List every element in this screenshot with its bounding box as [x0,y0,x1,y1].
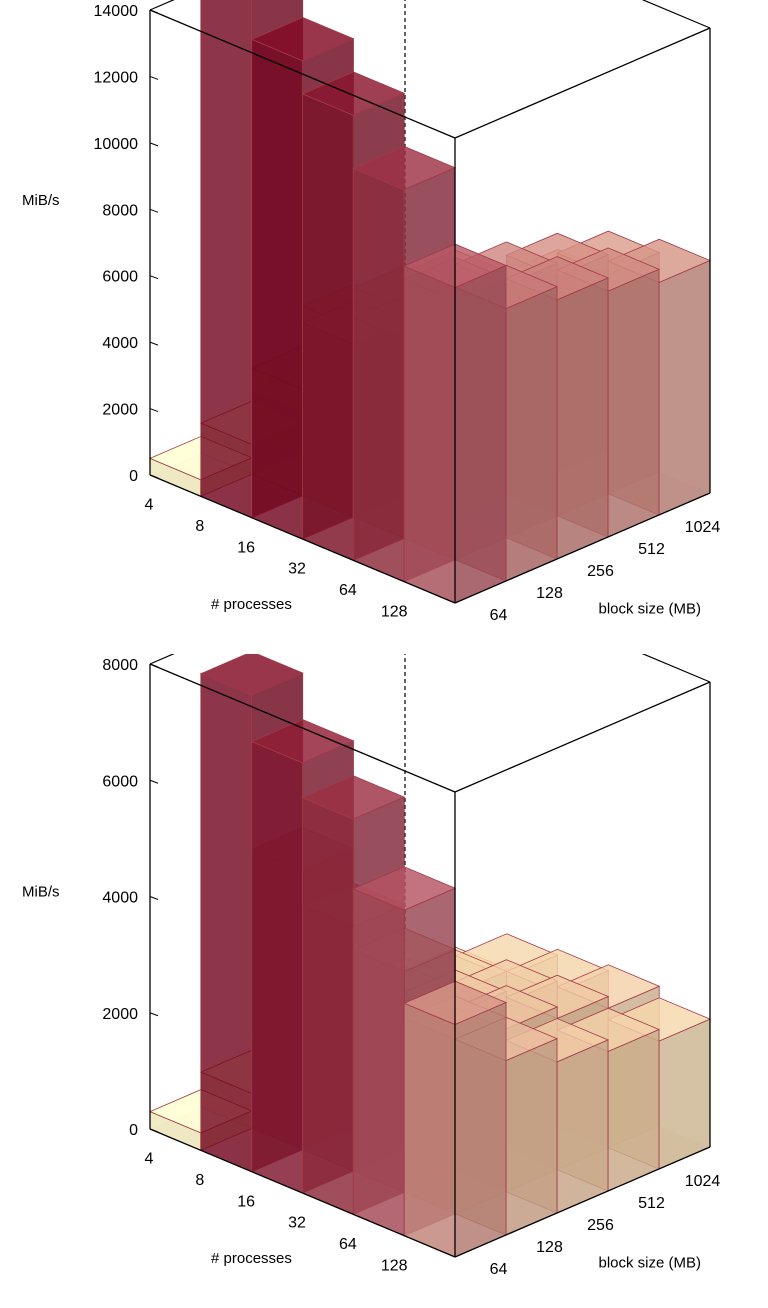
bar-face-right [454,1001,507,1258]
z-axis-label: MiB/s [22,884,60,901]
y-tick-label: 256 [587,563,614,580]
y-tick-label: 128 [536,1239,563,1256]
bar-face-left [403,265,456,604]
chart-top: 0 2000 4000 6000 8000 10000 12000 14000 MiB/s 128… [22,0,720,624]
bar-face-left [302,797,354,1215]
axis-box-edge [149,1128,456,1258]
chart-bottom: 0 2000 4000 6000 8000 MiB/s 128 64 32 16 8 4 # proce… [22,654,720,1278]
z-tick-label: 0 [129,1122,138,1139]
bar-face-left [352,888,405,1237]
bar-face-right [658,259,711,516]
plot-area: 0 2000 4000 6000 8000 10000 12000 14000 MiB/s 128… [22,0,720,624]
y-tick-label: 64 [490,1261,508,1278]
axis-box-back-edge [641,654,711,683]
x-tick-label: 64 [339,582,357,599]
bar-face-right [454,264,507,604]
x-tick-label: 64 [339,1236,357,1253]
z-tick-mark [149,9,159,14]
bar [403,243,508,604]
z-tick-mark [149,474,159,479]
z-tick-mark [149,779,159,784]
z-tick-mark [149,208,159,213]
y-axis-label: block size (MB) [598,601,701,618]
bar-face-left [200,673,253,1173]
bar-face-right [505,285,558,582]
bar-face-right [658,1018,711,1170]
x-tick-label: 32 [288,561,306,578]
z-tick-label: 12000 [94,69,139,86]
z-tick-mark [149,663,159,668]
y-tick-label: 64 [490,607,508,624]
bar-face-right [505,1037,558,1236]
z-tick-label: 2000 [102,402,138,419]
z-tick-mark [149,142,159,147]
x-axis-label: # processes [211,596,292,613]
bar [403,980,508,1258]
z-axis-label: MiB/s [22,192,60,209]
z-tick-label: 10000 [94,136,139,153]
axis-box-edge [149,663,456,793]
bar-face-right [556,1039,609,1214]
axis-box-edge [454,681,711,793]
z-tick-mark [149,408,159,413]
z-tick-mark [149,75,159,80]
x-tick-label: 16 [237,539,255,556]
bar-face-top [301,775,406,820]
x-tick-label: 16 [237,1193,255,1210]
x-tick-label: 4 [145,497,154,514]
y-tick-label: 1024 [685,519,721,536]
bar-face-top [301,71,406,116]
x-tick-label: 128 [381,1257,408,1274]
y-tick-label: 512 [638,1195,665,1212]
z-tick-label: 0 [129,468,138,485]
bar-face-left [200,0,253,519]
axis-box-edge [454,492,711,604]
bar-face-right [556,277,609,560]
z-tick-mark [149,341,159,346]
axis-box-edge [149,9,456,139]
x-tick-label: 8 [195,518,204,535]
bar-face-top [352,145,457,191]
z-tick-mark [149,1012,159,1017]
bar-face-top [199,654,304,696]
bar-face-top [250,719,355,764]
z-tick-mark [149,275,159,280]
x-tick-label: 8 [195,1172,204,1189]
axis-box-edge [454,1146,711,1258]
y-tick-label: 512 [638,541,665,558]
y-tick-label: 1024 [685,1173,721,1190]
z-tick-label: 14000 [94,3,139,20]
bar-face-left [352,167,405,583]
plot-area: 0 2000 4000 6000 8000 MiB/s 128 64 32 16 8 4 # proce… [22,654,720,1278]
x-tick-label: 32 [288,1215,306,1232]
bar-face-left [403,1002,456,1258]
y-tick-label: 256 [587,1217,614,1234]
bar-face-top [352,866,457,911]
z-tick-label: 2000 [102,1006,138,1023]
z-tick-label: 8000 [102,202,138,219]
z-tick-label: 6000 [102,773,138,790]
bar-face-right [607,268,660,538]
y-tick-label: 128 [536,585,563,602]
bar-face-left [302,93,354,561]
bar-face-left [251,740,303,1194]
axis-box-back-edge [641,0,711,29]
z-tick-label: 4000 [102,890,138,907]
axis-box-edge [454,27,711,139]
z-tick-label: 4000 [102,335,138,352]
x-tick-label: 128 [381,603,408,620]
z-tick-mark [149,896,159,900]
z-tick-mark [149,1128,159,1133]
axis-box-edge [149,474,456,604]
bar-face-top [250,16,355,62]
bar-face-left [251,38,303,540]
x-tick-label: 4 [145,1151,154,1168]
bar-face-right [607,1028,660,1192]
y-axis-label: block size (MB) [598,1255,701,1272]
z-tick-label: 8000 [102,657,138,674]
x-axis-label: # processes [211,1250,292,1267]
z-tick-label: 6000 [102,269,138,286]
